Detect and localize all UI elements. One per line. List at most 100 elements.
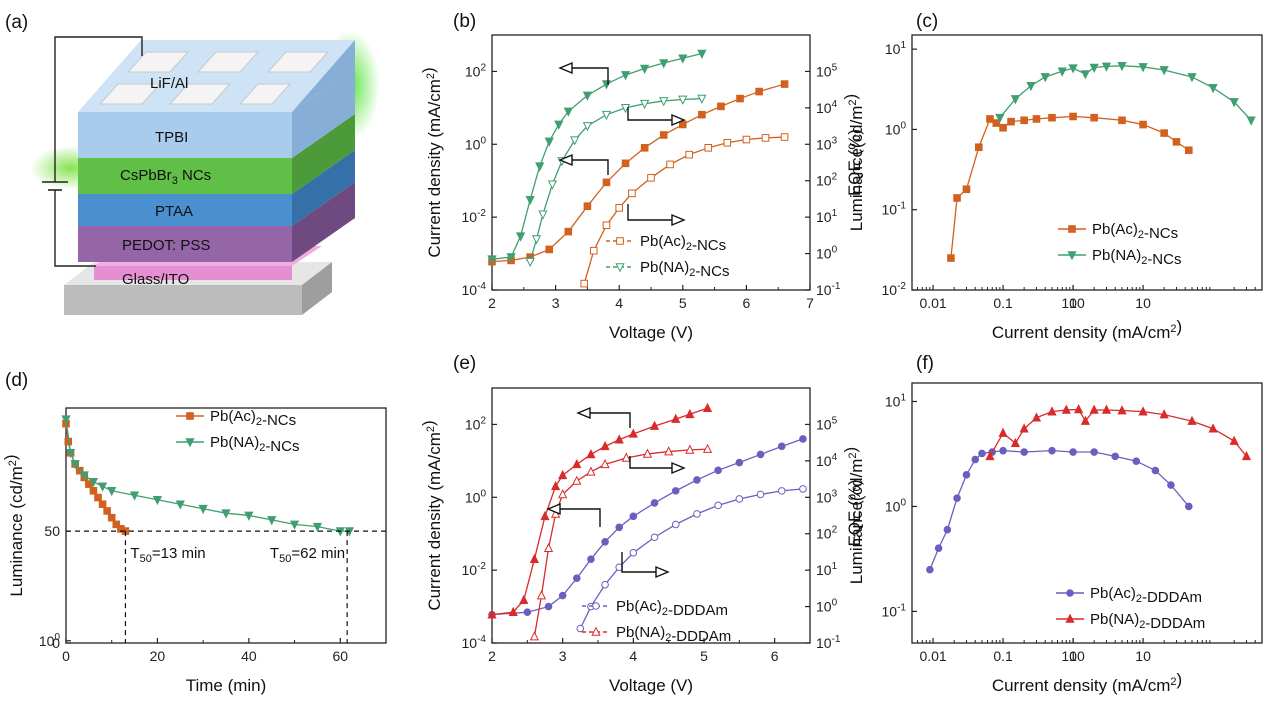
data-point — [97, 482, 108, 492]
arrow-to-left-axis — [576, 406, 631, 428]
data-point — [1139, 120, 1147, 129]
legend-entry: Pb(Ac)2-NCs — [606, 233, 726, 254]
legend-label: Pb(Ac)2-NCs — [640, 233, 726, 254]
legend-entry: Pb(Ac)2-NCs — [176, 408, 296, 429]
y-tick-label: 101 — [885, 392, 907, 409]
charts: (b)2 3 4 5 6 710-410-210010210-11001011021031… — [1, 11, 1263, 695]
data-point — [999, 446, 1007, 455]
series-line — [65, 423, 126, 532]
y2-tick-label: 104 — [816, 99, 838, 116]
data-point — [640, 144, 649, 152]
data-point — [540, 510, 550, 521]
data-point — [1040, 73, 1050, 83]
x-tick-label: 5 — [679, 295, 687, 311]
data-point — [267, 516, 277, 526]
panel-label-c: (c) — [916, 11, 938, 32]
legend-label: Pb(NA)2-DDDAm — [1090, 611, 1205, 632]
data-point — [1020, 116, 1028, 125]
data-point — [1151, 466, 1160, 475]
data-point — [529, 631, 540, 641]
y2-tick-label: 104 — [816, 452, 838, 469]
series-line — [999, 65, 1252, 121]
legend-marker — [616, 237, 624, 245]
data-point — [1031, 412, 1042, 422]
data-point — [629, 548, 638, 557]
data-point — [742, 135, 751, 144]
data-point — [583, 202, 592, 210]
data-point — [543, 542, 554, 553]
data-point — [998, 427, 1008, 437]
data-point — [529, 553, 540, 563]
y-tick-label: 100 — [885, 497, 907, 514]
data-point — [601, 537, 609, 546]
data-point — [671, 520, 680, 529]
data-point — [799, 485, 807, 493]
y2-tick-label: 103 — [816, 488, 838, 505]
legend-label: Pb(Ac)2-DDDAm — [616, 598, 728, 619]
data-point — [799, 435, 807, 443]
data-point — [678, 95, 688, 105]
data-point — [519, 594, 529, 604]
y2-tick-label: 102 — [816, 172, 838, 189]
y2-tick-label: 103 — [816, 135, 838, 152]
data-point — [685, 150, 693, 159]
legend-entry: Pb(Ac)2-DDDAm — [1056, 585, 1202, 606]
legend-marker — [1065, 613, 1075, 623]
data-point — [602, 178, 611, 187]
data-point — [547, 180, 558, 190]
data-point — [943, 525, 952, 534]
series-line — [491, 83, 785, 263]
x-tick-label: 6 — [771, 648, 779, 664]
data-point — [1208, 423, 1218, 433]
data-point — [735, 495, 744, 503]
series-line — [491, 52, 703, 260]
legend-label: Pb(Ac)2-NCs — [210, 408, 296, 429]
chart-panel-c: (c) 0.01 0.1 1 10 100 10-2 10-1 100 101 Current de… — [845, 11, 1263, 342]
data-point — [628, 428, 638, 438]
x-axis-label-c: Current density (mA/cm2) — [992, 317, 1182, 342]
data-point — [1160, 129, 1168, 137]
data-point — [780, 133, 789, 141]
circuit-wire-top — [54, 36, 143, 182]
data-point — [582, 122, 593, 132]
chart-panel-b: (b) 2 3 4 5 6 7 10-4 10-2 100 102 10-1 100 101 102 103 1… — [419, 11, 866, 342]
plot-frame-c — [911, 34, 1263, 291]
data-point — [564, 227, 573, 236]
layer-label-pedot: PEDOT: PSS — [122, 237, 210, 254]
data-point — [1010, 437, 1021, 448]
data-point — [1057, 67, 1067, 77]
series-b-3 — [525, 94, 707, 268]
legend-entry: Pb(Ac)2-DDDAm — [582, 598, 728, 619]
data-point — [221, 509, 231, 519]
x-tick-label: 4 — [615, 295, 623, 311]
y2-tick-label: 102 — [816, 525, 838, 542]
data-point — [506, 253, 516, 263]
y-axis-label-c: EQE (%) — [845, 129, 864, 196]
data-point — [1007, 117, 1015, 126]
x-tick-label: 60 — [332, 648, 348, 664]
data-point — [601, 110, 612, 121]
data-point — [1048, 446, 1056, 455]
data-point — [620, 71, 631, 81]
data-point — [487, 609, 497, 619]
data-point — [714, 501, 722, 510]
data-point — [1089, 63, 1099, 73]
x-tick-label: 1 — [1069, 648, 1077, 664]
series-line — [491, 407, 708, 616]
legend-marker — [1066, 589, 1074, 597]
series-line — [491, 438, 804, 616]
data-point — [1068, 64, 1078, 74]
data-point — [586, 449, 596, 459]
legend-label: Pb(NA)2-DDDAm — [616, 624, 731, 645]
data-point — [971, 455, 980, 464]
data-point — [1167, 481, 1175, 489]
data-point — [693, 476, 701, 484]
legend-entry: Pb(Ac)2-NCs — [1058, 221, 1178, 242]
lif-al-electrodes — [98, 51, 330, 105]
y2-axis-label-e: Luminance(cd/m2) — [841, 447, 866, 584]
plot-frame-d — [65, 407, 387, 644]
data-point — [487, 255, 497, 265]
layer-label-lifal: LiF/Al — [150, 75, 188, 92]
data-point — [544, 602, 553, 611]
